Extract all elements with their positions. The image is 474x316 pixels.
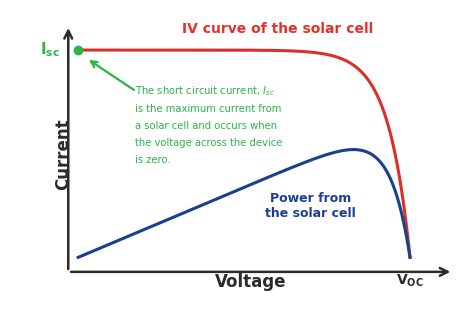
Text: IV curve of the solar cell: IV curve of the solar cell xyxy=(182,22,373,36)
Text: $\mathbf{I_{sc}}$: $\mathbf{I_{sc}}$ xyxy=(40,41,60,59)
Text: the voltage across the device: the voltage across the device xyxy=(135,137,282,148)
Text: is the maximum current from: is the maximum current from xyxy=(135,104,281,113)
Text: The short circuit current, $I_{sc}$: The short circuit current, $I_{sc}$ xyxy=(135,85,274,98)
Text: Voltage: Voltage xyxy=(215,273,286,291)
Text: Current: Current xyxy=(55,118,72,190)
Text: $\mathbf{V_{OC}}$: $\mathbf{V_{OC}}$ xyxy=(396,273,424,289)
Text: is zero.: is zero. xyxy=(135,155,170,165)
Text: Power from
the solar cell: Power from the solar cell xyxy=(265,191,356,220)
Text: a solar cell and occurs when: a solar cell and occurs when xyxy=(135,120,277,131)
